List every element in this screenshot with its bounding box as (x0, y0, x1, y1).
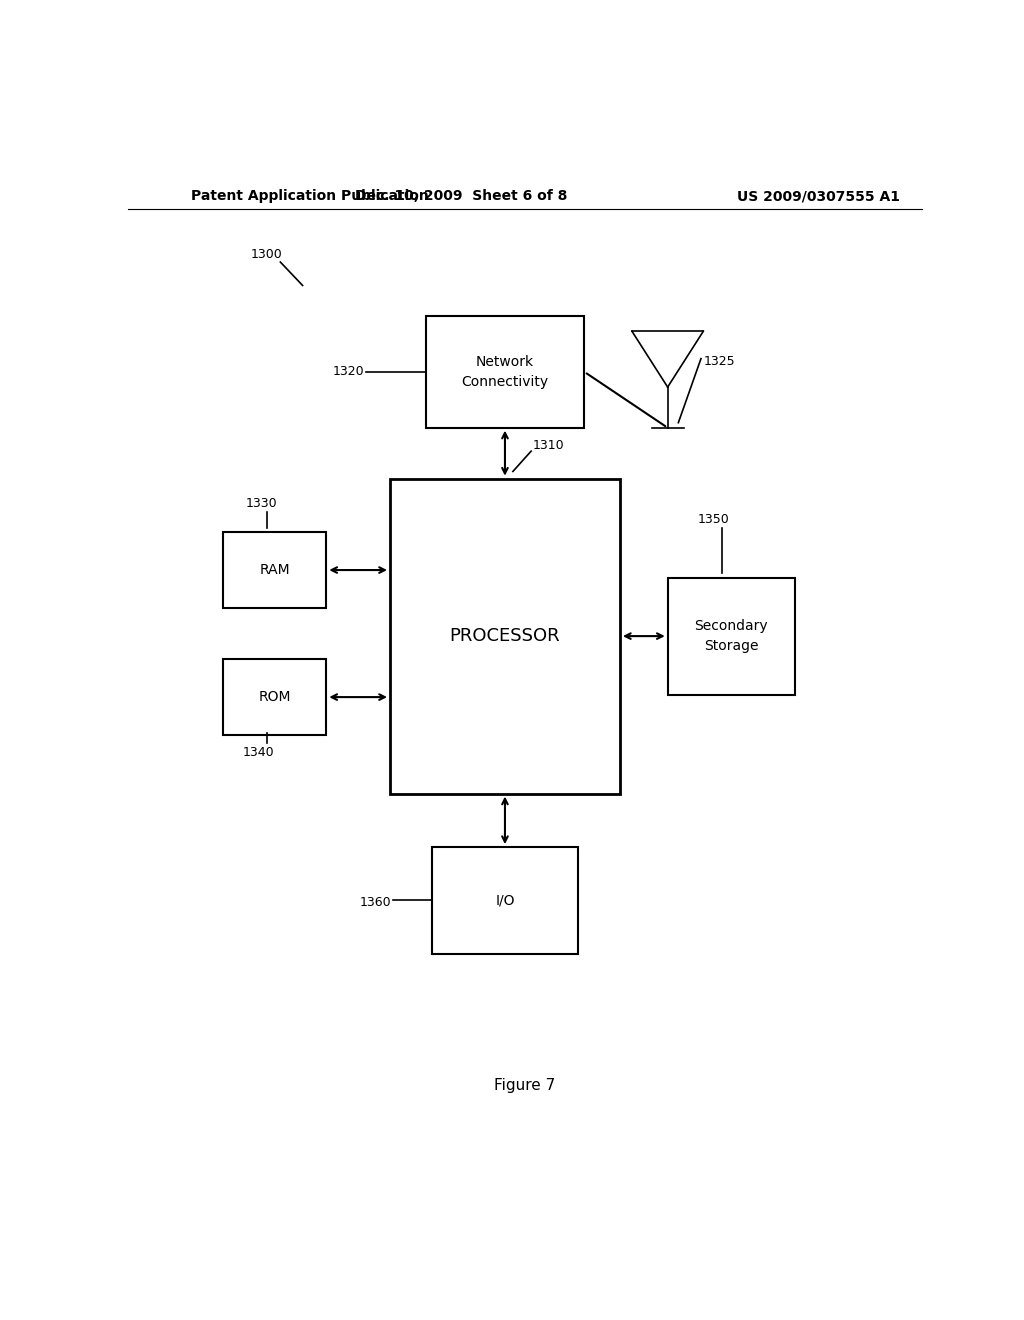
Text: 1300: 1300 (251, 248, 283, 261)
Text: 1350: 1350 (697, 512, 729, 525)
Text: Dec. 10, 2009  Sheet 6 of 8: Dec. 10, 2009 Sheet 6 of 8 (355, 189, 567, 203)
Text: 1310: 1310 (532, 438, 564, 451)
Text: I/O: I/O (496, 894, 515, 907)
Text: 1330: 1330 (246, 498, 278, 511)
Text: RAM: RAM (259, 564, 290, 577)
Bar (223, 659, 327, 735)
Bar (431, 847, 579, 954)
Bar (223, 532, 327, 609)
Text: 1340: 1340 (243, 747, 274, 759)
Text: ROM: ROM (259, 690, 291, 704)
Bar (668, 578, 795, 694)
Text: 1325: 1325 (703, 355, 735, 368)
Text: Secondary
Storage: Secondary Storage (694, 619, 768, 653)
Bar (426, 315, 585, 428)
Text: Figure 7: Figure 7 (495, 1078, 555, 1093)
Text: PROCESSOR: PROCESSOR (450, 627, 560, 645)
Bar (390, 479, 620, 793)
Text: 1320: 1320 (333, 366, 365, 379)
Text: US 2009/0307555 A1: US 2009/0307555 A1 (737, 189, 900, 203)
Text: Patent Application Publication: Patent Application Publication (191, 189, 429, 203)
Text: Network
Connectivity: Network Connectivity (462, 355, 549, 388)
Text: 1360: 1360 (359, 896, 391, 909)
